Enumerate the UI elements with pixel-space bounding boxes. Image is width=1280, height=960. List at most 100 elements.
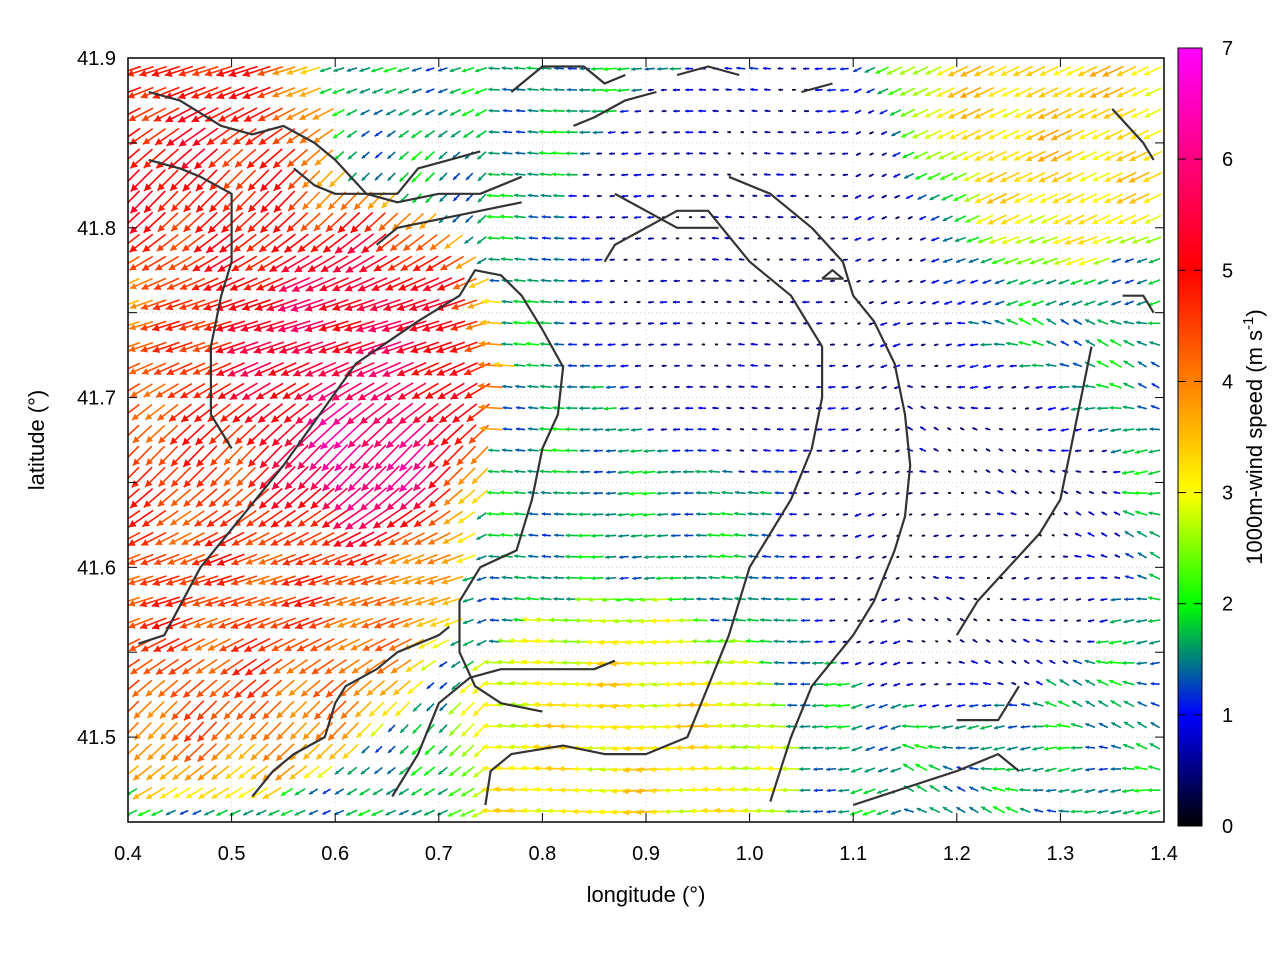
wind-arrow-head [1073, 340, 1078, 345]
wind-arrow-head [129, 323, 137, 331]
wind-arrow-head [856, 279, 860, 283]
wind-arrow-head [548, 638, 554, 644]
wind-arrow-head [165, 811, 170, 816]
wind-arrow-head [294, 811, 299, 816]
wind-arrow-head [1113, 511, 1118, 515]
wind-arrow-head [266, 346, 275, 354]
wind-arrow-head [334, 483, 343, 492]
wind-arrow-head [715, 786, 721, 793]
wind-arrow-head [661, 194, 665, 198]
wind-arrow-head [238, 773, 245, 779]
wind-arrow-head [165, 303, 174, 311]
wind-arrow-head [1038, 555, 1041, 559]
wind-arrow-head [183, 224, 191, 232]
wind-arrow-head [281, 265, 290, 273]
wind-arrow-head [513, 363, 518, 368]
wind-arrow-head [409, 324, 418, 332]
wind-arrow-head [192, 600, 200, 607]
wind-arrow-head [1087, 598, 1092, 602]
wind-arrow-head [355, 347, 364, 355]
wind-arrow-head [413, 439, 421, 448]
wind-arrow-head [775, 448, 779, 453]
wind-arrow-head [118, 500, 126, 507]
wind-arrow-head [1042, 259, 1048, 265]
wind-arrow-head [460, 812, 466, 817]
wind-arrow-head [1105, 218, 1112, 224]
wind-arrow-head [678, 808, 683, 814]
wind-arrow-head [830, 534, 834, 537]
wind-arrow-head [141, 539, 149, 546]
wind-arrow-head [276, 754, 283, 761]
wind-arrow-head [850, 790, 856, 795]
wind-arrow-head [790, 194, 794, 198]
wind-arrow-head [196, 204, 204, 213]
wind-arrow-head [684, 512, 688, 517]
wind-arrow-head [457, 537, 464, 543]
wind-arrow-head [1032, 280, 1037, 285]
wind-arrow-head [773, 596, 778, 601]
wind-arrow-head [402, 599, 409, 606]
wind-arrow-head [909, 555, 912, 558]
wind-arrow-head [130, 205, 139, 214]
wind-arrow-head [921, 555, 925, 558]
wind-arrow-head [1011, 682, 1015, 685]
wind-arrow-head [920, 258, 924, 262]
wind-arrow-head [661, 258, 665, 262]
wind-arrow-head [244, 599, 253, 607]
wind-arrow-head [215, 324, 224, 332]
wind-arrow-head [816, 364, 820, 368]
wind-arrow-head [539, 172, 544, 177]
wind-arrow-head [973, 576, 976, 580]
wind-arrow-head [145, 413, 153, 420]
wind-arrow-head [929, 785, 934, 790]
wind-arrow-head [572, 702, 578, 709]
wind-arrow-head [133, 773, 140, 781]
wind-arrow-head [1151, 362, 1155, 366]
wind-arrow-head [828, 427, 832, 432]
wind-arrow-head [400, 263, 409, 271]
wind-arrow-head [250, 753, 258, 761]
wind-arrow-head [788, 470, 792, 474]
wind-arrow-head [245, 578, 253, 586]
wind-arrow-head [426, 685, 431, 689]
wind-arrow-head [501, 618, 506, 622]
wind-arrow-head [778, 236, 782, 240]
wind-arrow-head [764, 427, 768, 431]
wind-arrow-head [466, 414, 475, 422]
wind-arrow-head [868, 662, 872, 665]
wind-arrow-head [1035, 639, 1040, 643]
wind-arrow-head [774, 554, 778, 559]
wind-arrow-head [554, 363, 558, 368]
wind-arrow-head [304, 324, 313, 333]
wind-arrow-head [276, 711, 284, 719]
wind-arrow-head [245, 263, 253, 271]
wind-arrow-head [662, 385, 665, 389]
wind-arrow-head [994, 319, 999, 324]
wind-arrow-head [288, 182, 296, 190]
wind-arrow-head [973, 597, 977, 601]
wind-arrow-head [1070, 745, 1075, 750]
wind-arrow-head [1070, 722, 1076, 728]
wind-arrow-head [1076, 491, 1080, 494]
wind-arrow-head [1023, 639, 1027, 643]
wind-arrow-head [256, 283, 265, 291]
wind-arrow-head [596, 194, 600, 198]
wind-arrow-head [253, 346, 262, 354]
wind-arrow-head [969, 364, 974, 369]
wind-arrow-head [354, 202, 361, 210]
wind-arrow-head [1071, 384, 1076, 389]
wind-arrow-head [460, 709, 467, 716]
wind-arrow-head [734, 596, 739, 601]
wind-arrow-head [140, 578, 148, 586]
wind-arrow-head [197, 754, 205, 762]
wind-arrow-head [781, 787, 787, 793]
wind-arrow-head [760, 617, 764, 623]
wind-arrow-shaft [128, 362, 141, 370]
wind-arrow-head [359, 539, 368, 547]
wind-arrow-head [881, 195, 885, 199]
wind-arrow-head [298, 481, 306, 490]
wind-arrow-head [439, 663, 444, 667]
wind-arrow-head [258, 578, 266, 586]
wind-arrow-head [693, 617, 698, 623]
wind-arrow-head [896, 513, 899, 516]
